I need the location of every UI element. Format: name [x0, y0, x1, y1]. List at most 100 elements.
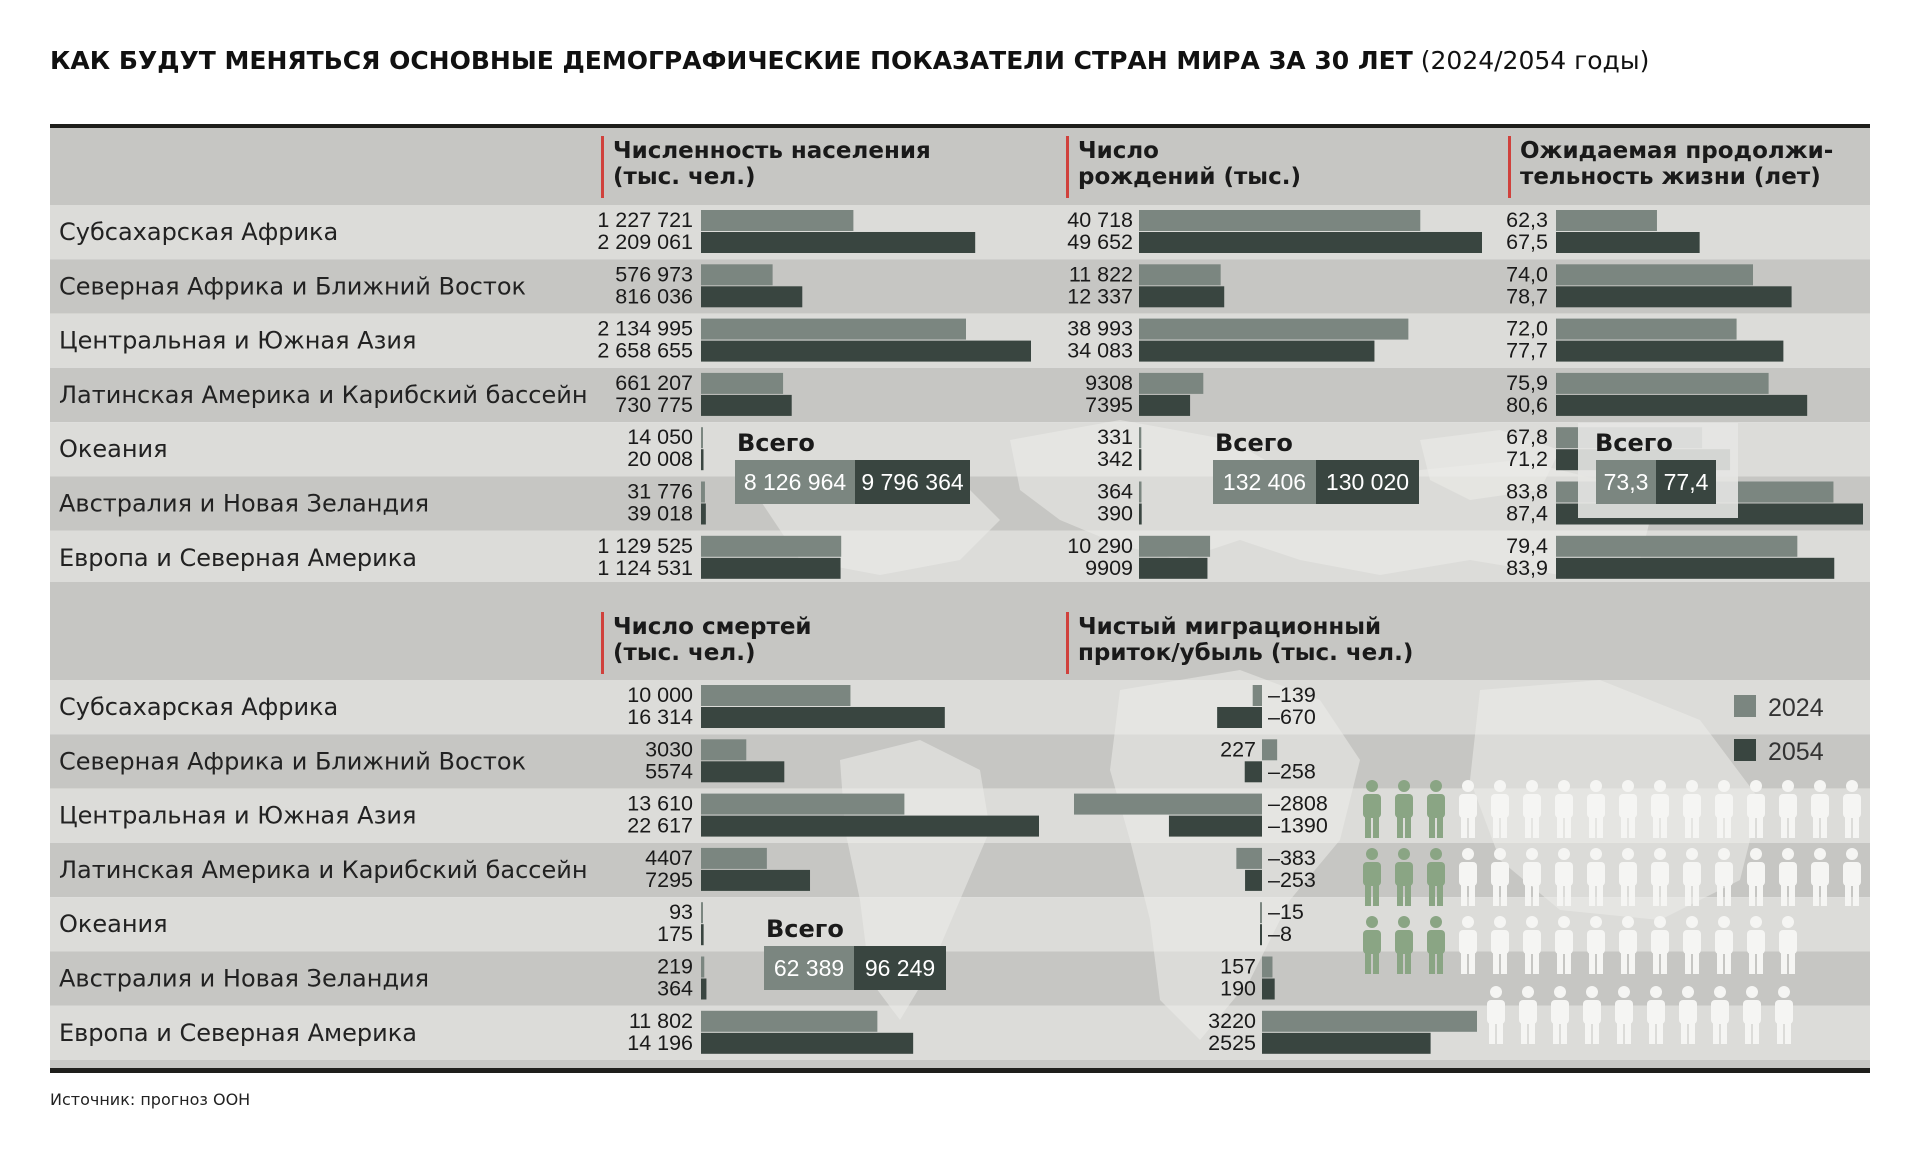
total-2024-box	[1213, 460, 1316, 504]
total-2024-box	[735, 460, 855, 504]
bar-2024	[701, 739, 747, 761]
person-icon	[1651, 780, 1669, 838]
panel-title: (тыс. чел.)	[613, 640, 756, 666]
bar-2024	[1252, 685, 1262, 706]
person-icon	[1491, 848, 1509, 906]
value-label-2054: –8	[1268, 922, 1292, 946]
person-icon	[1583, 986, 1601, 1044]
person-icon	[1459, 916, 1477, 974]
bar-2054	[701, 340, 1031, 362]
panel-0: Численность населения(тыс. чел.) 1 227 72…	[597, 136, 1031, 580]
bar-2054	[701, 503, 706, 525]
bar-2054	[1244, 761, 1262, 783]
bar-2024	[1556, 318, 1737, 340]
bar-2054	[1556, 394, 1808, 416]
bar-2024	[1074, 793, 1262, 815]
person-icon	[1619, 780, 1637, 838]
person-icon	[1775, 986, 1793, 1044]
value-label-2054: 7295	[645, 868, 693, 892]
bar-2024	[701, 847, 767, 869]
bar-2054	[1556, 557, 1835, 579]
region-label: Европа и Северная Америка	[59, 1019, 417, 1047]
value-label-2054: 87,4	[1506, 502, 1548, 526]
value-label-2024: 14 050	[627, 425, 693, 449]
bar-2054	[701, 924, 704, 946]
total-2024-box	[1596, 460, 1656, 504]
value-label-2054: 5574	[645, 759, 693, 783]
source-note: Источник: прогноз ООН	[50, 1090, 250, 1109]
person-icon	[1711, 986, 1729, 1044]
bar-2054	[1556, 340, 1784, 362]
panel-title: Число	[1078, 138, 1159, 164]
bar-2054	[701, 449, 704, 471]
person-icon	[1363, 916, 1381, 974]
value-label-2054: 16 314	[627, 705, 693, 729]
bar-2054	[1168, 815, 1262, 837]
bar-2024	[701, 264, 773, 286]
total-label: Всего	[766, 915, 844, 943]
panel-2: Ожидаемая продолжи-тельность жизни (лет)…	[1506, 136, 1863, 580]
panel-title: тельность жизни (лет)	[1520, 164, 1821, 190]
value-label-2054: 78,7	[1506, 284, 1548, 308]
total-2054-value: 9 796 364	[861, 469, 964, 495]
value-label-2024: 364	[1097, 480, 1133, 504]
value-label-2024: 75,9	[1506, 371, 1548, 395]
bar-2054	[1217, 707, 1262, 728]
total-label: Всего	[737, 429, 815, 457]
person-icon	[1551, 986, 1569, 1044]
value-label-2024: 157	[1220, 955, 1256, 979]
value-label-2024: 79,4	[1506, 534, 1548, 558]
value-label-2054: 342	[1097, 447, 1133, 471]
person-icon	[1491, 780, 1509, 838]
value-label-2054: 67,5	[1506, 230, 1548, 254]
bar-2024	[1139, 318, 1409, 340]
total-2054-box	[1316, 460, 1419, 504]
total-2054-value: 96 249	[865, 955, 935, 981]
value-label-2024: 4407	[645, 846, 693, 870]
person-icon	[1427, 916, 1445, 974]
value-label-2024: 1 129 525	[597, 534, 693, 558]
value-label-2054: 1 124 531	[597, 556, 693, 580]
bar-2024	[1139, 481, 1142, 503]
bar-2054	[701, 557, 841, 579]
person-icon	[1395, 916, 1413, 974]
person-icon	[1651, 848, 1669, 906]
value-label-2054: 20 008	[627, 447, 693, 471]
value-label-2054: 390	[1097, 502, 1133, 526]
person-icon	[1555, 916, 1573, 974]
chart-content: Субсахарская Африка Северная Африка и Бли…	[59, 136, 1863, 1055]
value-label-2024: 1 227 721	[597, 208, 693, 232]
panel-title: рождений (тыс.)	[1078, 164, 1301, 190]
person-icon	[1523, 916, 1541, 974]
value-label-2024: –2808	[1268, 792, 1328, 816]
value-label-2024: –15	[1268, 900, 1304, 924]
bar-2024	[701, 481, 705, 503]
value-label-2024: 74,0	[1506, 262, 1548, 286]
value-label-2054: 77,7	[1506, 339, 1548, 363]
person-icon	[1395, 848, 1413, 906]
header-accent	[1508, 136, 1511, 198]
person-icon	[1843, 780, 1861, 838]
header-band	[50, 128, 1870, 205]
person-icon	[1523, 848, 1541, 906]
bar-2024	[701, 1010, 878, 1032]
value-label-2024: 331	[1097, 425, 1133, 449]
value-label-2024: 11 822	[1069, 262, 1133, 286]
region-label: Европа и Северная Америка	[59, 544, 417, 572]
header-accent	[1066, 136, 1069, 198]
bar-2024	[701, 793, 905, 815]
bar-2024	[701, 902, 703, 924]
person-icon	[1427, 780, 1445, 838]
value-label-2024: 3030	[645, 737, 693, 761]
person-icon	[1619, 848, 1637, 906]
value-label-2024: –383	[1268, 846, 1316, 870]
people-icons-decoration	[1363, 780, 1861, 1044]
value-label-2054: 2 209 061	[597, 230, 693, 254]
bar-2054	[701, 761, 785, 783]
region-label: Центральная и Южная Азия	[59, 802, 416, 830]
total-2054-box	[1656, 460, 1716, 504]
person-icon	[1487, 986, 1505, 1044]
chart-title: КАК БУДУТ МЕНЯТЬСЯ ОСНОВНЫЕ ДЕМОГРАФИЧЕС…	[50, 46, 1649, 75]
panel-title: Чистый миграционный	[1078, 614, 1381, 640]
